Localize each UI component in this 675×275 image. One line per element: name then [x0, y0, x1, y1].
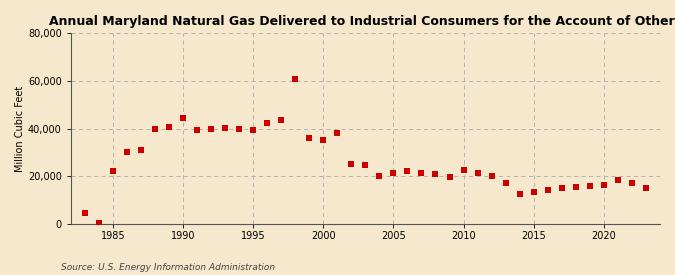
Point [388, 170, 399, 175]
Point [500, 181, 511, 186]
Point [192, 128, 202, 132]
Point [542, 188, 553, 193]
Text: Source: U.S. Energy Information Administration: Source: U.S. Energy Information Administ… [61, 263, 275, 272]
Point [626, 181, 637, 186]
Y-axis label: Million Cubic Feet: Million Cubic Feet [15, 86, 25, 172]
Point [107, 169, 118, 174]
Point [178, 116, 188, 120]
Point [416, 170, 427, 175]
Point [529, 189, 539, 194]
Point [360, 163, 371, 168]
Point [346, 162, 356, 166]
Point [122, 150, 132, 155]
Point [599, 182, 610, 187]
Point [262, 120, 273, 125]
Point [93, 221, 104, 225]
Point [318, 138, 329, 143]
Point [149, 126, 160, 131]
Point [248, 128, 259, 132]
Point [458, 168, 469, 172]
Point [585, 183, 595, 188]
Point [641, 186, 651, 190]
Point [332, 131, 343, 136]
Point [219, 126, 230, 130]
Point [430, 172, 441, 176]
Title: Annual Maryland Natural Gas Delivered to Industrial Consumers for the Account of: Annual Maryland Natural Gas Delivered to… [49, 15, 675, 28]
Point [374, 174, 385, 178]
Point [472, 170, 483, 175]
Point [556, 186, 567, 190]
Point [163, 125, 174, 130]
Point [206, 126, 217, 131]
Point [514, 192, 525, 196]
Point [276, 118, 287, 122]
Point [234, 126, 244, 131]
Point [486, 174, 497, 178]
Point [612, 178, 623, 182]
Point [444, 175, 455, 180]
Point [79, 211, 90, 215]
Point [290, 76, 300, 81]
Point [136, 148, 146, 152]
Point [402, 169, 413, 174]
Point [570, 185, 581, 189]
Point [304, 136, 315, 140]
